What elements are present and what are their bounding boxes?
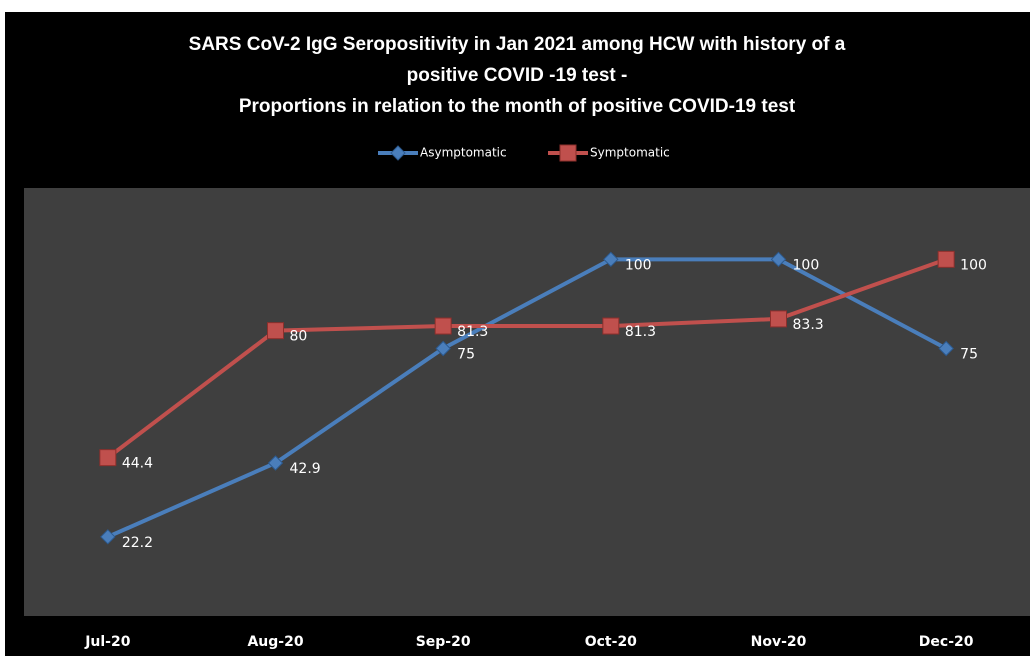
x-tick-label: Nov-20 xyxy=(751,634,807,650)
data-label: 81.3 xyxy=(457,324,488,340)
data-point xyxy=(603,251,619,268)
data-point xyxy=(770,310,787,328)
series-line xyxy=(107,257,948,539)
data-point xyxy=(937,250,955,268)
data-point xyxy=(267,322,284,340)
data-point xyxy=(770,251,787,268)
data-label: 81.3 xyxy=(625,324,656,340)
x-tick-label: Jul-20 xyxy=(84,634,131,650)
legend-label: Symptomatic xyxy=(590,146,670,160)
x-tick-label: Aug-20 xyxy=(247,634,303,650)
series-line xyxy=(106,257,947,460)
data-point xyxy=(434,317,452,335)
data-label: 75 xyxy=(960,347,978,363)
data-label: 80 xyxy=(290,329,308,345)
legend-marker xyxy=(390,145,406,161)
x-tick-label: Dec-20 xyxy=(919,634,974,650)
data-point xyxy=(267,455,284,471)
chart-title: positive COVID -19 test - xyxy=(407,65,628,86)
data-label: 22.2 xyxy=(122,535,153,551)
data-point xyxy=(100,529,116,545)
data-label: 42.9 xyxy=(290,461,321,477)
x-tick-label: Sep-20 xyxy=(416,634,471,650)
data-point xyxy=(435,340,451,357)
legend-marker xyxy=(559,144,577,162)
data-label: 83.3 xyxy=(793,317,824,333)
data-label: 100 xyxy=(625,257,652,273)
data-label: 100 xyxy=(960,257,987,273)
data-label: 44.4 xyxy=(122,456,153,472)
legend-label: Asymptomatic xyxy=(420,146,507,160)
data-label: 100 xyxy=(793,257,820,273)
chart-title: Proportions in relation to the month of … xyxy=(239,96,796,117)
plot-area xyxy=(24,188,1030,616)
data-point xyxy=(938,340,954,357)
chart-title: SARS CoV-2 IgG Seropositivity in Jan 202… xyxy=(189,34,846,55)
data-point xyxy=(602,317,620,335)
data-point xyxy=(99,449,117,467)
x-tick-label: Oct-20 xyxy=(585,634,637,650)
data-label: 75 xyxy=(457,347,475,363)
